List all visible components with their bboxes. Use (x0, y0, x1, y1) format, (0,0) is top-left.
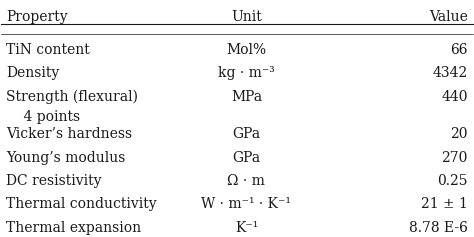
Text: Unit: Unit (231, 10, 262, 24)
Text: 4342: 4342 (433, 66, 468, 80)
Text: TiN content: TiN content (6, 43, 90, 57)
Text: 66: 66 (450, 43, 468, 57)
Text: MPa: MPa (231, 90, 262, 104)
Text: 8.78 E-6: 8.78 E-6 (409, 221, 468, 235)
Text: Strength (flexural): Strength (flexural) (6, 90, 138, 104)
Text: GPa: GPa (232, 127, 261, 141)
Text: Property: Property (6, 10, 68, 24)
Text: Ω · m: Ω · m (228, 174, 265, 188)
Text: Mol%: Mol% (227, 43, 266, 57)
Text: W · m⁻¹ · K⁻¹: W · m⁻¹ · K⁻¹ (201, 197, 292, 211)
Text: Vicker’s hardness: Vicker’s hardness (6, 127, 132, 141)
Text: Young’s modulus: Young’s modulus (6, 150, 126, 164)
Text: 270: 270 (441, 150, 468, 164)
Text: Thermal expansion: Thermal expansion (6, 221, 141, 235)
Text: 21 ± 1: 21 ± 1 (421, 197, 468, 211)
Text: kg · m⁻³: kg · m⁻³ (218, 66, 275, 80)
Text: 20: 20 (450, 127, 468, 141)
Text: Density: Density (6, 66, 59, 80)
Text: 440: 440 (441, 90, 468, 104)
Text: 0.25: 0.25 (438, 174, 468, 188)
Text: GPa: GPa (232, 150, 261, 164)
Text: Value: Value (429, 10, 468, 24)
Text: 4 points: 4 points (6, 110, 80, 124)
Text: DC resistivity: DC resistivity (6, 174, 101, 188)
Text: K⁻¹: K⁻¹ (235, 221, 258, 235)
Text: Thermal conductivity: Thermal conductivity (6, 197, 157, 211)
